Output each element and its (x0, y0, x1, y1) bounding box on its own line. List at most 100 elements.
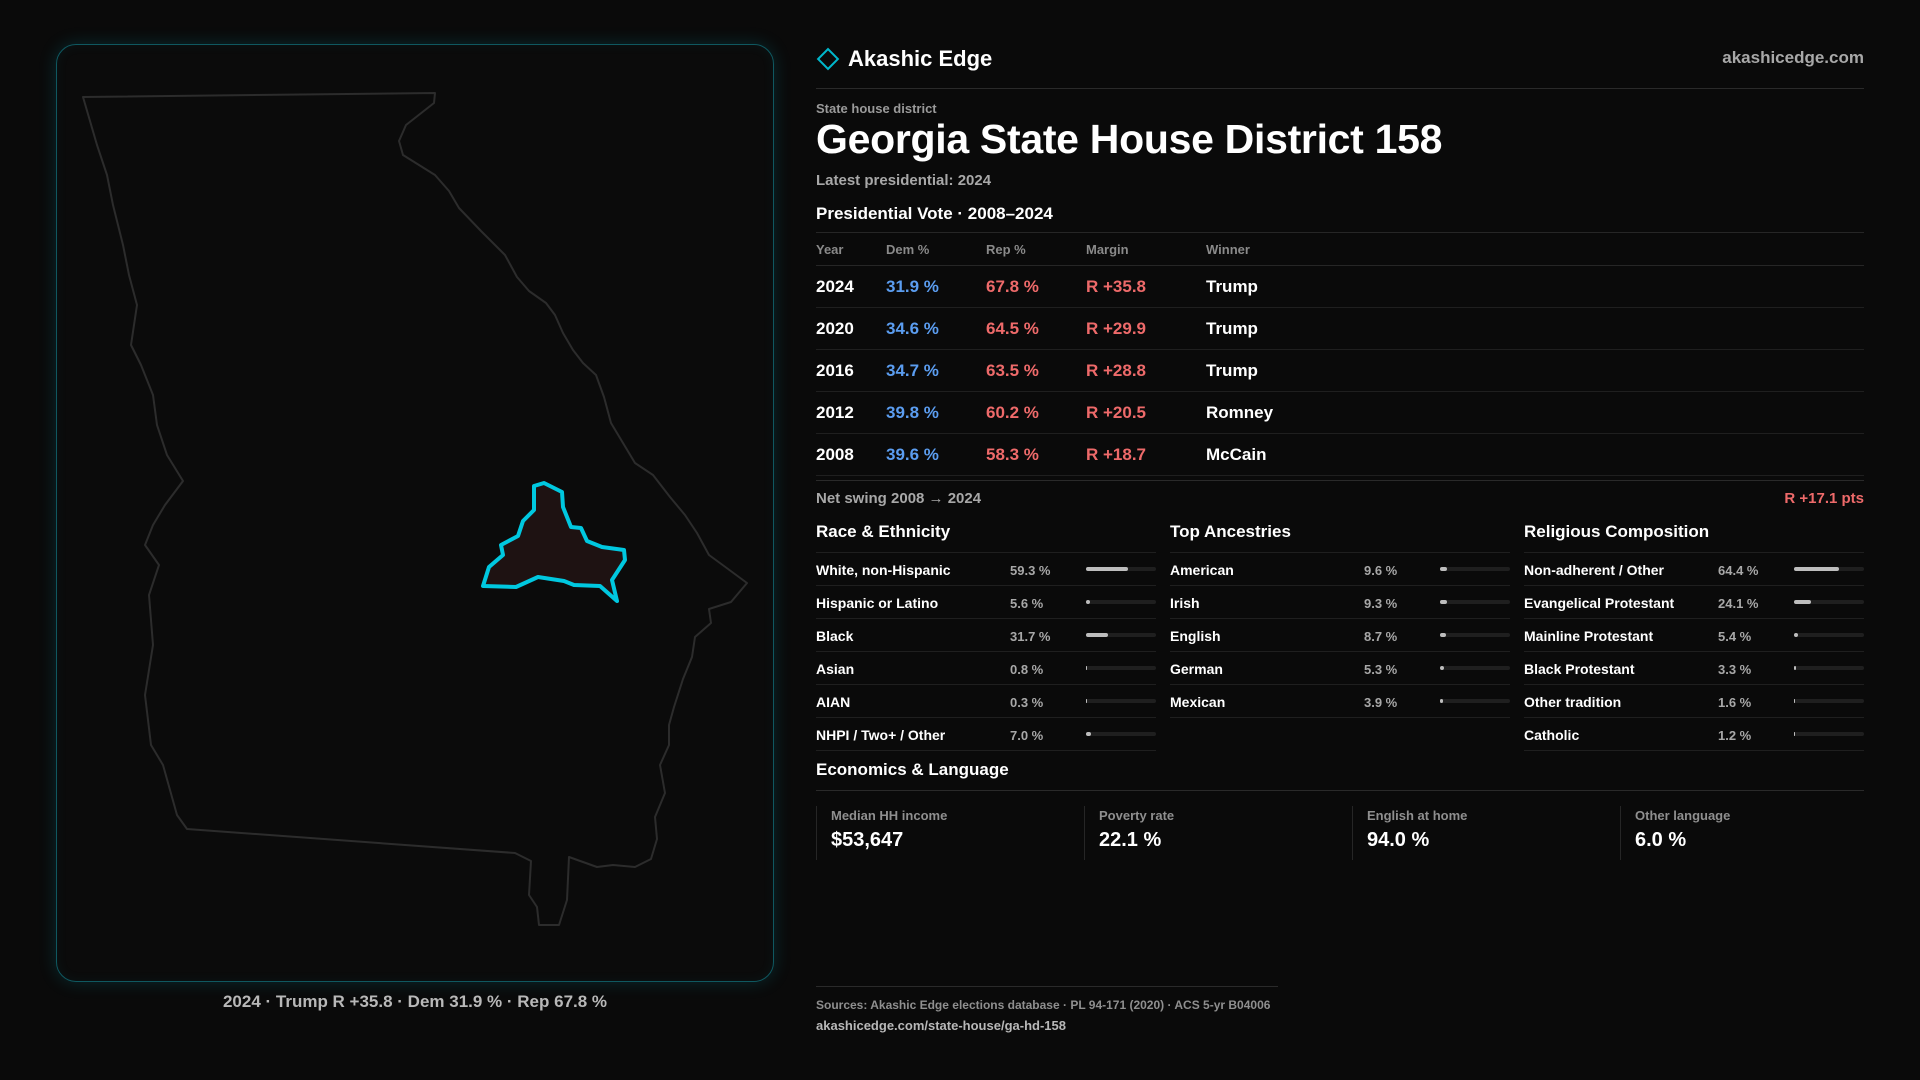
row-margin: R +28.8 (1086, 349, 1206, 392)
ancestry-bar-fill (1440, 567, 1447, 571)
stat-label: Poverty rate (1099, 808, 1175, 823)
religion-bar-fill (1794, 567, 1840, 571)
district-kicker: State house district (816, 101, 937, 116)
race-bar-fill (1086, 666, 1088, 670)
economics-divider (816, 790, 1864, 791)
race-bar-fill (1086, 699, 1088, 703)
table-row: 2012 39.8 % 60.2 % R +20.5 Romney (816, 391, 1864, 434)
stat-label: Other language (1635, 808, 1731, 823)
row-year: 2020 (816, 307, 886, 350)
brand: Akashic Edge (816, 44, 992, 74)
ancestry-label: English (1170, 628, 1221, 644)
district-158-highlight (481, 481, 627, 603)
presidential-vote-table: Year Dem % Rep % Margin Winner 2024 31.9… (816, 232, 1864, 476)
list-item: Non-adherent / Other 64.4 % (1524, 552, 1864, 585)
row-rep: 58.3 % (986, 433, 1086, 476)
ancestry-bar-track (1440, 633, 1510, 637)
ancestry-value: 3.9 % (1364, 695, 1398, 710)
religion-label: Mainline Protestant (1524, 628, 1654, 644)
race-bar-track (1086, 699, 1156, 703)
brand-name: Akashic Edge (848, 46, 993, 71)
list-item: English 8.7 % (1170, 618, 1510, 651)
list-item: Catholic 1.2 % (1524, 717, 1864, 751)
state-outline (82, 92, 748, 926)
race-value: 0.8 % (1010, 662, 1044, 677)
table-row: 2020 34.6 % 64.5 % R +29.9 Trump (816, 307, 1864, 350)
religion-title: Religious Composition (1524, 522, 1710, 541)
row-dem: 39.8 % (886, 391, 986, 434)
details-column: Akashic Edge akashicedge.com State house… (816, 0, 1864, 1080)
ancestry-bar-track (1440, 567, 1510, 571)
religion-bar-track (1794, 567, 1864, 571)
religion-bar-track (1794, 732, 1864, 736)
row-dem: 39.6 % (886, 433, 986, 476)
row-dem: 34.6 % (886, 307, 986, 350)
page-url-link[interactable]: akashicedge.com/state-house/ga-hd-158 (816, 1018, 1066, 1033)
row-winner: Trump (1206, 307, 1864, 350)
latest-presidential: Latest presidential: 2024 (816, 172, 992, 189)
row-winner: Romney (1206, 391, 1864, 434)
ancestry-bar-fill (1440, 666, 1444, 670)
ancestry-label: Irish (1170, 595, 1200, 611)
religion-label: Other tradition (1524, 694, 1622, 710)
footer-divider (816, 986, 1278, 987)
list-item: Hispanic or Latino 5.6 % (816, 585, 1156, 618)
religion-bar-track (1794, 633, 1864, 637)
map-panel (56, 44, 774, 982)
race-bar-track (1086, 666, 1156, 670)
row-year: 2016 (816, 349, 886, 392)
row-margin: R +18.7 (1086, 433, 1206, 476)
row-dem: 31.9 % (886, 265, 986, 308)
list-item: Mainline Protestant 5.4 % (1524, 618, 1864, 651)
row-year: 2008 (816, 433, 886, 476)
ancestry-value: 8.7 % (1364, 629, 1398, 644)
religion-value: 64.4 % (1718, 563, 1759, 578)
row-margin: R +35.8 (1086, 265, 1206, 308)
race-title: Race & Ethnicity (816, 522, 951, 541)
religion-value: 24.1 % (1718, 596, 1759, 611)
map-caption: 2024 · Trump R +35.8 · Dem 31.9 % · Rep … (222, 992, 608, 1011)
table-row: 2024 31.9 % 67.8 % R +35.8 Trump (816, 265, 1864, 308)
table-header-row: Year Dem % Rep % Margin Winner (816, 232, 1864, 266)
ancestry-label: Mexican (1170, 694, 1226, 710)
religion-label: Non-adherent / Other (1524, 562, 1665, 578)
col-dem: Dem % (886, 232, 986, 266)
stat-label: English at home (1367, 808, 1468, 823)
race-section: Race & Ethnicity White, non-Hispanic 59.… (816, 522, 1156, 751)
col-margin: Margin (1086, 232, 1206, 266)
row-year: 2024 (816, 265, 886, 308)
ancestry-bar-fill (1440, 600, 1447, 604)
row-rep: 63.5 % (986, 349, 1086, 392)
stat-label: Median HH income (831, 808, 948, 823)
stat-value: 6.0 % (1635, 829, 1687, 851)
row-year: 2012 (816, 391, 886, 434)
religion-bar-fill (1794, 699, 1796, 703)
race-label: Hispanic or Latino (816, 595, 939, 611)
race-label: White, non-Hispanic (816, 562, 951, 578)
race-bar-fill (1086, 600, 1090, 604)
race-label: Black (816, 628, 854, 644)
stat-poverty-rate: Poverty rate 22.1 % (1084, 806, 1334, 860)
race-value: 5.6 % (1010, 596, 1044, 611)
list-item: Other tradition 1.6 % (1524, 684, 1864, 717)
vote-section-title: Presidential Vote · 2008–2024 (816, 204, 1053, 223)
list-item: AIAN 0.3 % (816, 684, 1156, 717)
ancestry-bar-fill (1440, 699, 1443, 703)
header-divider (816, 88, 1864, 89)
row-winner: Trump (1206, 349, 1864, 392)
ancestry-bar-track (1440, 600, 1510, 604)
row-rep: 64.5 % (986, 307, 1086, 350)
page-title: Georgia State House District 158 (816, 116, 1443, 162)
district-map (82, 92, 748, 926)
col-winner: Winner (1206, 232, 1864, 266)
ancestry-value: 9.3 % (1364, 596, 1398, 611)
brand-url[interactable]: akashicedge.com (1722, 48, 1864, 67)
table-row: 2008 39.6 % 58.3 % R +18.7 McCain (816, 433, 1864, 476)
stat-value: $53,647 (831, 829, 904, 851)
religion-section: Religious Composition Non-adherent / Oth… (1524, 522, 1864, 751)
race-label: Asian (816, 661, 855, 677)
ancestry-value: 5.3 % (1364, 662, 1398, 677)
religion-bar-fill (1794, 666, 1797, 670)
col-year: Year (816, 232, 886, 266)
religion-bar-track (1794, 600, 1864, 604)
